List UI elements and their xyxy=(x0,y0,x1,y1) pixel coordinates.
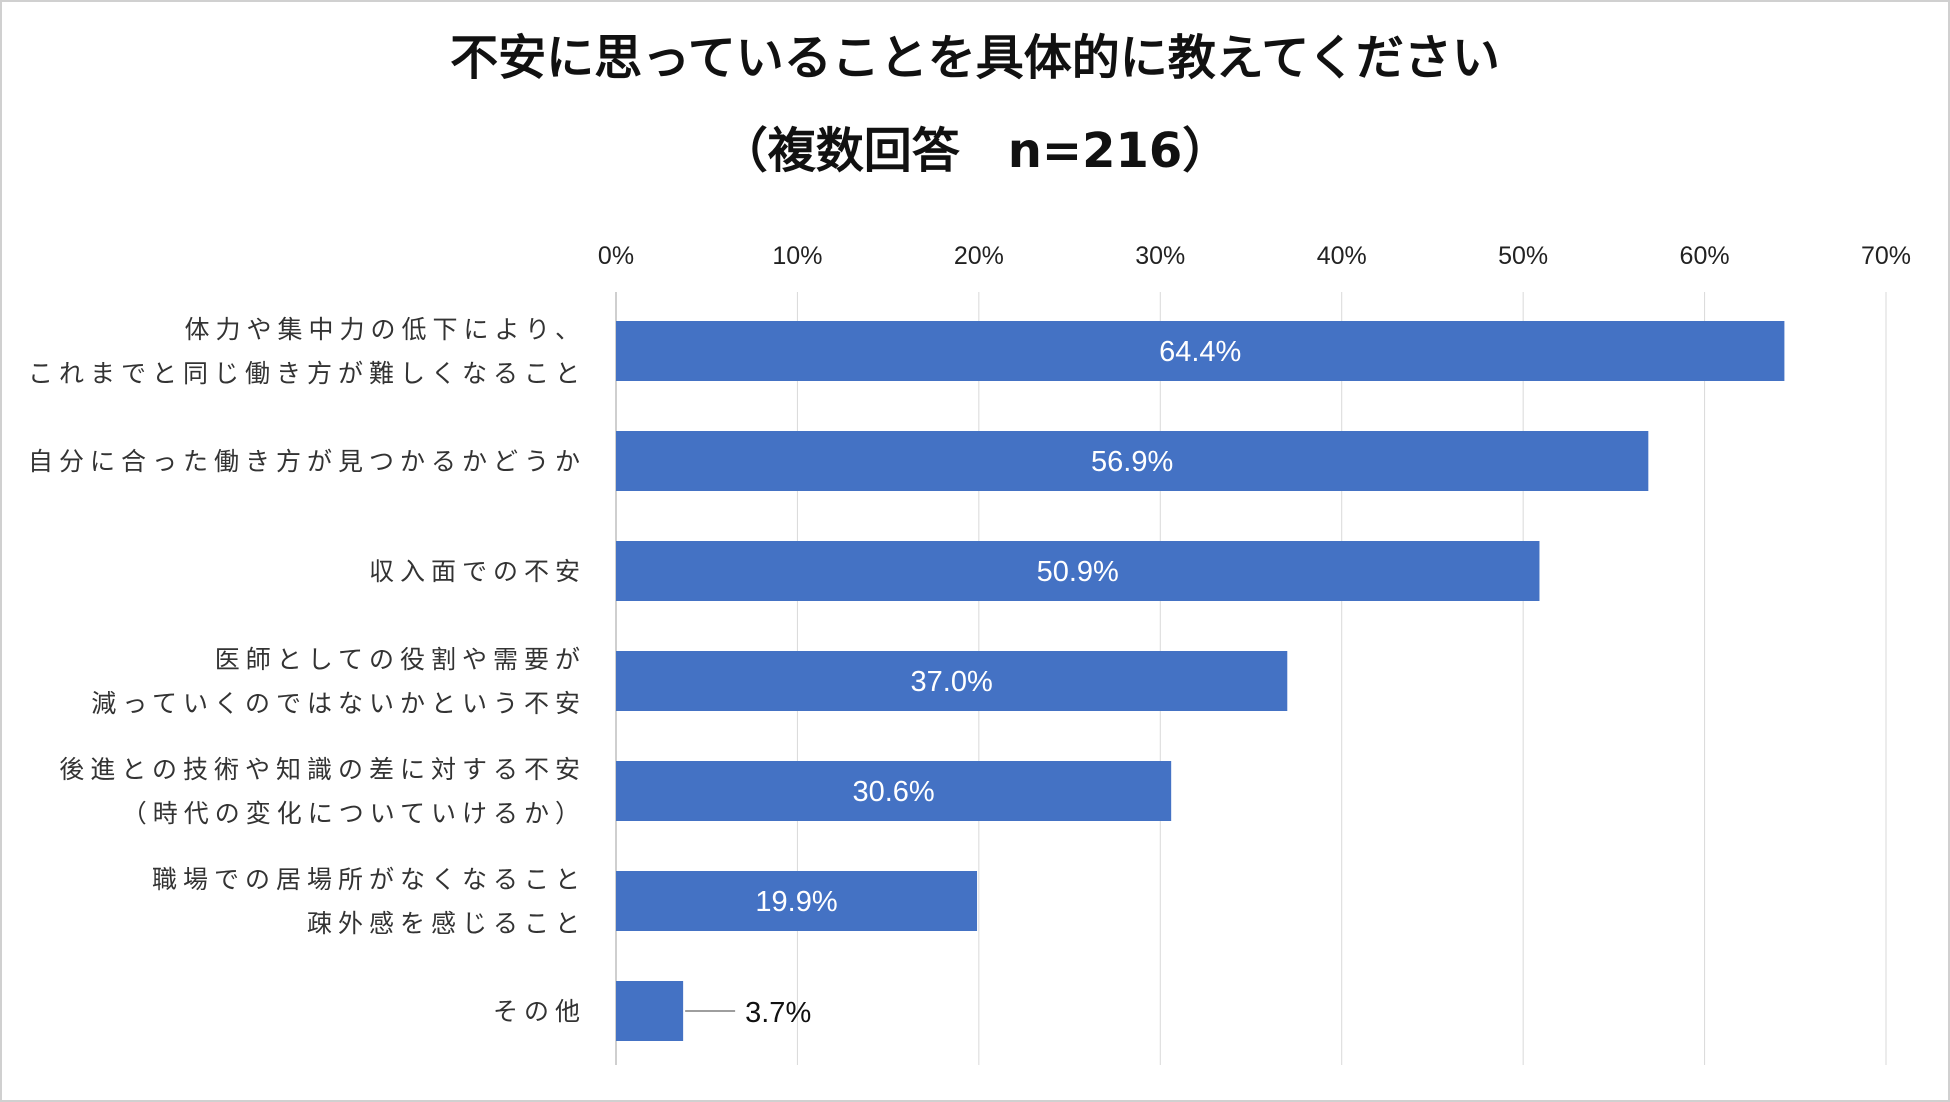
chart-title: 不安に思っていることを具体的に教えてください （複数回答 n=216） xyxy=(450,30,1500,179)
category-label: 減っていくのではないかという不安 xyxy=(91,689,586,718)
bar xyxy=(616,321,1785,381)
category-label: これまでと同じ働き方が難しくなること xyxy=(28,359,586,388)
data-label: 56.9% xyxy=(1091,446,1173,478)
value-labels: 64.4% 56.9% 50.9% 37.0% 30.6% 19.9% 3.7% xyxy=(685,336,1241,1029)
data-label: 3.7% xyxy=(745,997,811,1029)
title-line-1: 不安に思っていることを具体的に教えてください xyxy=(450,30,1500,86)
x-tick-label: 10% xyxy=(772,242,822,270)
x-tick-label: 70% xyxy=(1861,242,1911,270)
x-tick-label: 30% xyxy=(1135,242,1185,270)
bar xyxy=(616,541,1540,601)
bar xyxy=(616,761,1172,821)
data-label: 19.9% xyxy=(755,886,837,918)
data-label: 64.4% xyxy=(1159,336,1241,368)
data-label: 50.9% xyxy=(1037,556,1119,588)
category-label: 職場での居場所がなくなること xyxy=(152,865,586,894)
category-label: 自分に合った働き方が見つかるかどうか xyxy=(28,447,586,476)
bar xyxy=(616,871,978,931)
data-label: 37.0% xyxy=(911,666,993,698)
gridlines xyxy=(615,292,1887,1065)
x-axis-ticks: 0% 10% 20% 30% 40% 50% 60% 70% xyxy=(598,242,1911,270)
category-label: 後進との技術や知識の差に対する不安 xyxy=(59,755,586,784)
bar xyxy=(616,431,1649,491)
bar xyxy=(616,981,684,1041)
category-labels: 体力や集中力の低下により、これまでと同じ働き方が難しくなること自分に合った働き方… xyxy=(28,315,586,1026)
category-label: 収入面での不安 xyxy=(369,557,586,586)
category-label: 医師としての役割や需要が xyxy=(215,645,586,674)
bar xyxy=(616,651,1288,711)
title-line-2: （複数回答 n=216） xyxy=(720,123,1231,179)
category-label: 疎外感を感じること xyxy=(307,909,586,938)
x-tick-label: 0% xyxy=(598,242,634,270)
x-tick-label: 60% xyxy=(1680,242,1730,270)
category-label: （時代の変化についていけるか） xyxy=(122,799,586,828)
x-tick-label: 20% xyxy=(954,242,1004,270)
category-label: 体力や集中力の低下により、 xyxy=(184,315,586,344)
x-tick-label: 40% xyxy=(1317,242,1367,270)
x-tick-label: 50% xyxy=(1498,242,1548,270)
category-label: その他 xyxy=(493,997,586,1026)
bars xyxy=(616,321,1785,1041)
data-label: 30.6% xyxy=(852,776,934,808)
